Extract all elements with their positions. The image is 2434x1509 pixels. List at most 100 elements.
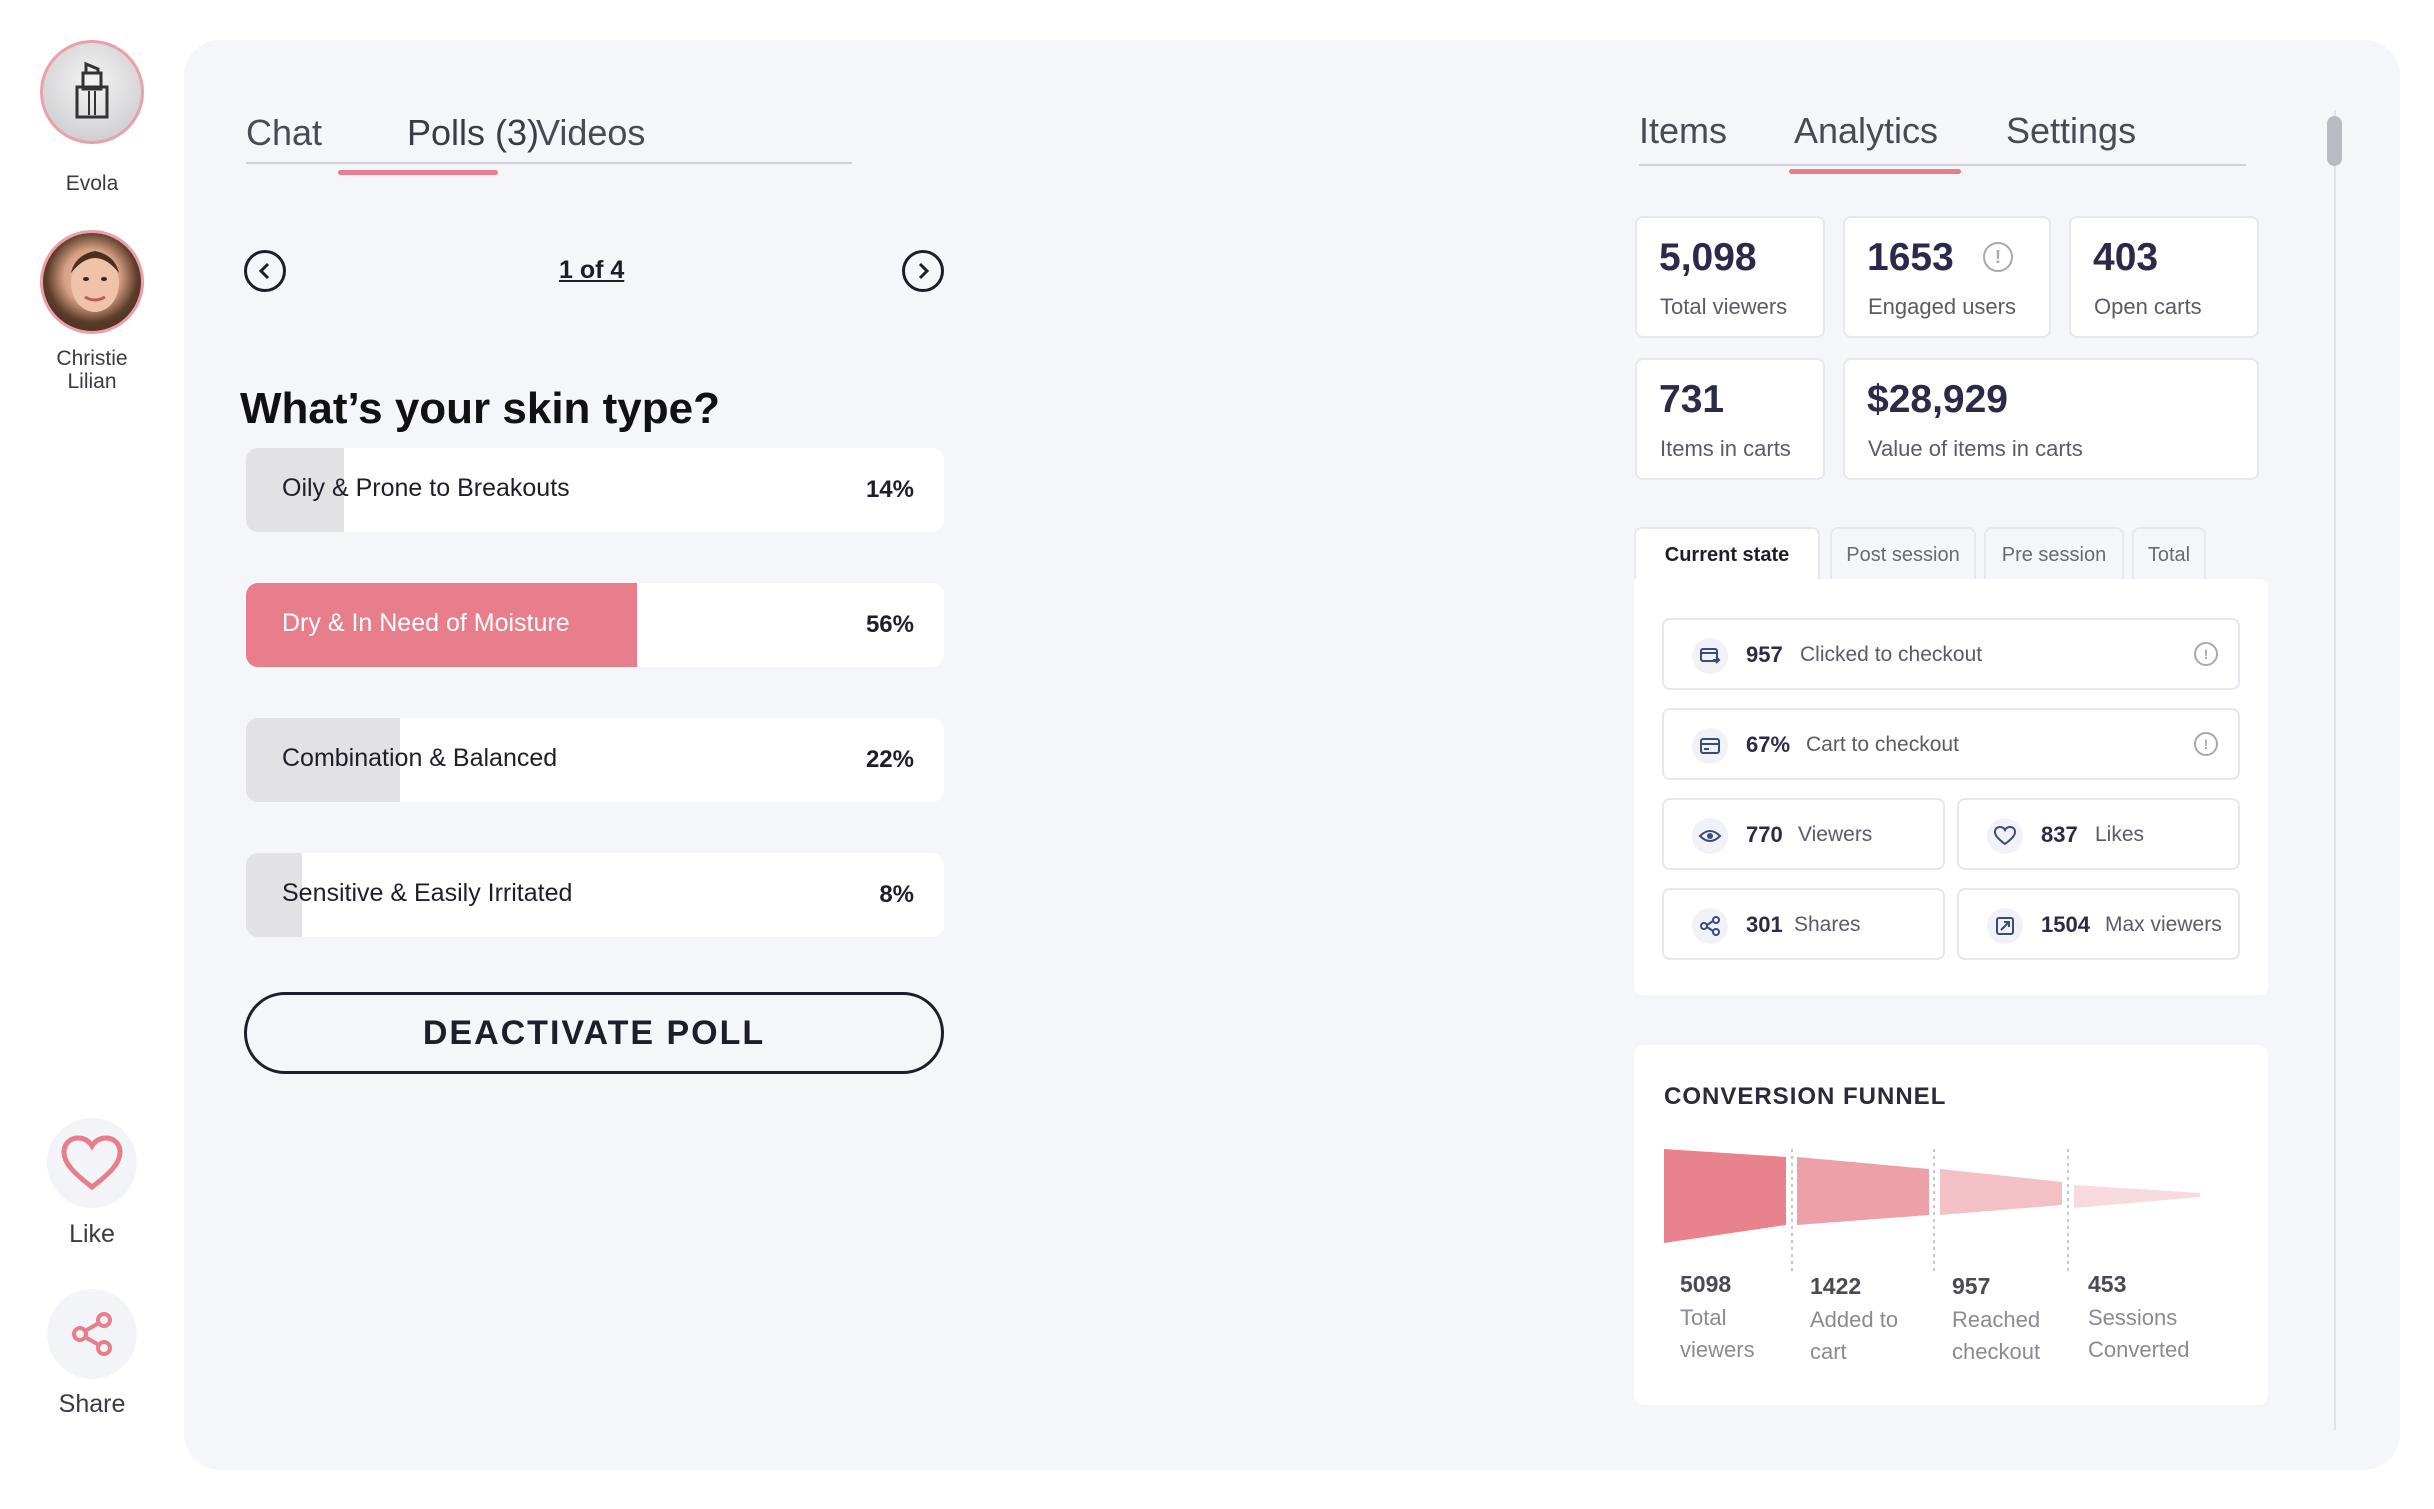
like-label: Like <box>69 1220 115 1248</box>
metric-cart-to-checkout: 67% Cart to checkout ! <box>1662 708 2240 780</box>
tab-current-state[interactable]: Current state <box>1634 527 1820 581</box>
poll-option[interactable]: Combination & Balanced 22% <box>246 718 944 802</box>
option-fill-bar <box>246 853 302 937</box>
stat-label: Items in carts <box>1660 436 1791 461</box>
person-portrait-icon <box>71 251 119 312</box>
deactivate-poll-button[interactable]: DEACTIVATE POLL <box>244 992 944 1074</box>
poll-option[interactable]: Oily & Prone to Breakouts 14% <box>246 448 944 532</box>
funnel-stage: 453 Sessions Converted <box>2088 1271 2190 1366</box>
funnel-stage: 1422 Added to cart <box>1810 1273 1898 1368</box>
info-icon[interactable]: ! <box>1983 242 2013 272</box>
funnel-stage-label: Sessions Converted <box>2088 1305 2190 1362</box>
metric-viewers: 770 Viewers <box>1662 798 1945 870</box>
option-fill-bar <box>246 583 637 667</box>
scrollbar-thumb[interactable] <box>2327 116 2342 166</box>
poll-option[interactable]: Sensitive & Easily Irritated 8% <box>246 853 944 937</box>
tab-analytics[interactable]: Analytics <box>1794 110 1939 151</box>
poll-pager: 1 of 4 <box>244 250 944 294</box>
share-button[interactable] <box>47 1289 137 1379</box>
left-rail: Evola Christie Lilian Like Share <box>0 0 184 1509</box>
tab-post-session[interactable]: Post session <box>1830 527 1976 581</box>
option-label: Sensitive & Easily Irritated <box>282 879 573 907</box>
conversion-funnel-card: CONVERSION FUNNEL 5098 Total viewers 1422… <box>1634 1045 2268 1405</box>
metric-max-viewers: 1504 Max viewers <box>1957 888 2240 960</box>
option-label: Combination & Balanced <box>282 744 558 772</box>
tab-items[interactable]: Items <box>1639 110 1728 151</box>
funnel-segment-4 <box>2074 1185 2200 1208</box>
brand-avatar[interactable] <box>40 40 144 144</box>
heart-icon <box>61 1135 123 1191</box>
option-fill-bar <box>246 448 344 532</box>
stat-value: $28,929 <box>1867 378 2008 421</box>
option-percent: 56% <box>865 611 914 638</box>
chevron-left-icon <box>258 262 270 280</box>
active-tab-indicator <box>338 170 498 175</box>
poll-page-indicator[interactable]: 1 of 4 <box>559 256 625 284</box>
stat-label: Open carts <box>2094 294 2202 319</box>
metric-label: Likes <box>2095 823 2145 846</box>
metric-value: 957 <box>1746 642 1783 667</box>
poll-option-selected[interactable]: Dry & In Need of Moisture 56% <box>246 583 944 667</box>
share-icon <box>72 1312 112 1356</box>
funnel-stage-value: 453 <box>2088 1271 2127 1297</box>
brand-name: Evola <box>65 172 119 195</box>
stat-value: 403 <box>2093 236 2159 279</box>
tab-settings[interactable]: Settings <box>2006 110 2137 151</box>
metric-value: 67% <box>1746 732 1791 757</box>
poll-question: What’s your skin type? <box>240 384 721 433</box>
eye-icon <box>1692 818 1728 854</box>
credit-card-icon <box>1692 728 1728 764</box>
cart-checkout-icon <box>1692 638 1728 674</box>
stat-value: 5,098 <box>1659 236 1757 279</box>
option-percent: 22% <box>865 746 914 773</box>
host-name-last: Lilian <box>67 370 117 393</box>
option-label: Dry & In Need of Moisture <box>282 609 570 637</box>
funnel-stage: 957 Reached checkout <box>1952 1273 2040 1368</box>
share-label: Share <box>58 1390 126 1418</box>
metric-value: 1504 <box>2041 912 2090 937</box>
funnel-stage-label: Reached checkout <box>1952 1307 2041 1364</box>
funnel-segment-1 <box>1664 1149 1786 1243</box>
stat-value: 731 <box>1659 378 1725 421</box>
info-icon[interactable]: ! <box>2194 732 2218 756</box>
like-button[interactable] <box>47 1118 137 1208</box>
stat-card-total-viewers: 5,098 Total viewers <box>1635 216 1825 338</box>
right-tabbar: Items Analytics Settings <box>1639 110 2246 166</box>
tab-pre-session[interactable]: Pre session <box>1984 527 2124 581</box>
metric-clicked-to-checkout: 957 Clicked to checkout ! <box>1662 618 2240 690</box>
tab-videos[interactable]: Videos <box>536 112 646 153</box>
tab-polls[interactable]: Polls (3) <box>407 112 540 153</box>
previous-poll-button[interactable] <box>244 250 286 292</box>
funnel-stage-label: Total viewers <box>1680 1305 1755 1362</box>
funnel-stage-value: 5098 <box>1680 1271 1732 1297</box>
tab-total[interactable]: Total <box>2132 527 2206 581</box>
stat-value: 1653 <box>1867 236 1954 279</box>
metric-label: Shares <box>1794 913 1861 936</box>
scrollbar-track[interactable] <box>2334 110 2336 1430</box>
lipstick-logo-icon <box>75 61 109 119</box>
funnel-graphic <box>1664 1149 2200 1275</box>
funnel-stage: 5098 Total viewers <box>1680 1271 1755 1366</box>
share-icon <box>1692 908 1728 944</box>
option-fill-bar <box>246 718 400 802</box>
funnel-stage-value: 1422 <box>1810 1273 1862 1299</box>
stat-card-items-in-carts: 731 Items in carts <box>1635 358 1825 480</box>
next-poll-button[interactable] <box>902 250 944 292</box>
funnel-segment-2 <box>1797 1157 1929 1225</box>
option-percent: 8% <box>879 881 914 908</box>
stat-card-cart-value: $28,929 Value of items in carts <box>1843 358 2259 480</box>
heart-icon <box>1987 818 2023 854</box>
option-percent: 14% <box>865 476 914 503</box>
host-name-first: Christie <box>56 347 128 370</box>
main-panel: Chat Polls (3) Videos 1 of 4 What’s your… <box>184 40 2400 1470</box>
stat-label: Value of items in carts <box>1868 436 2083 461</box>
info-icon[interactable]: ! <box>2194 642 2218 666</box>
funnel-stage-value: 957 <box>1952 1273 1991 1299</box>
funnel-title: CONVERSION FUNNEL <box>1664 1083 1947 1110</box>
metric-label: Cart to checkout <box>1806 733 1959 756</box>
host-avatar[interactable] <box>40 230 144 334</box>
tab-chat[interactable]: Chat <box>246 112 323 153</box>
metric-value: 837 <box>2041 822 2078 847</box>
stat-card-open-carts: 403 Open carts <box>2069 216 2259 338</box>
metric-shares: 301 Shares <box>1662 888 1945 960</box>
